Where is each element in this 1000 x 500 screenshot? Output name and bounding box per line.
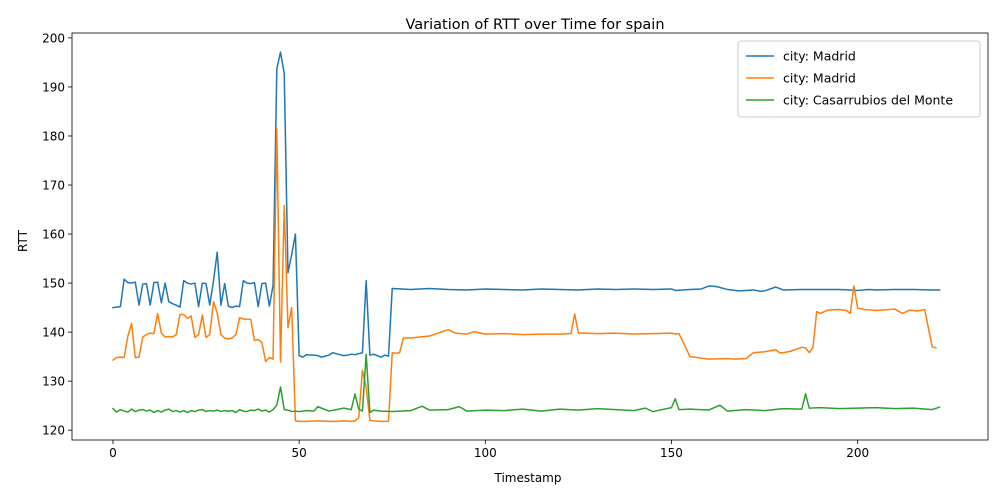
chart-title: Variation of RTT over Time for spain xyxy=(405,17,664,33)
y-tick-label: 120 xyxy=(42,424,65,438)
x-tick-label: 150 xyxy=(660,446,683,460)
x-tick-label: 0 xyxy=(109,446,117,460)
plot-area xyxy=(111,51,941,423)
y-tick-label: 170 xyxy=(42,179,65,193)
y-tick-label: 140 xyxy=(42,326,65,340)
y-tick-label: 160 xyxy=(42,228,65,242)
axes: 0 50 100 150 200 120 130 140 150 160 170 180 190 200 xyxy=(42,31,989,460)
legend-label: city: Madrid xyxy=(783,71,856,86)
x-tick-label: 50 xyxy=(291,446,306,460)
x-tick-label: 100 xyxy=(474,446,497,460)
plot-frame xyxy=(71,32,989,441)
series-line-2 xyxy=(111,128,937,423)
x-axis-label: Timestamp xyxy=(494,471,562,485)
legend: city: Madrid city: Madrid city: Casarrubio… xyxy=(737,40,981,118)
y-tick-label: 180 xyxy=(42,129,65,143)
legend-label: city: Casarrubios del Monte xyxy=(783,93,953,108)
y-tick-label: 200 xyxy=(42,31,65,45)
y-axis-label: RTT xyxy=(16,229,30,252)
legend-label: city: Madrid xyxy=(783,49,856,64)
series-line-1 xyxy=(112,51,941,358)
legend-box xyxy=(737,40,981,118)
y-tick-label: 190 xyxy=(42,80,65,94)
y-tick-label: 130 xyxy=(42,375,65,389)
x-tick-label: 200 xyxy=(846,446,869,460)
y-tick-label: 150 xyxy=(42,277,65,291)
series-line-3 xyxy=(111,353,941,414)
